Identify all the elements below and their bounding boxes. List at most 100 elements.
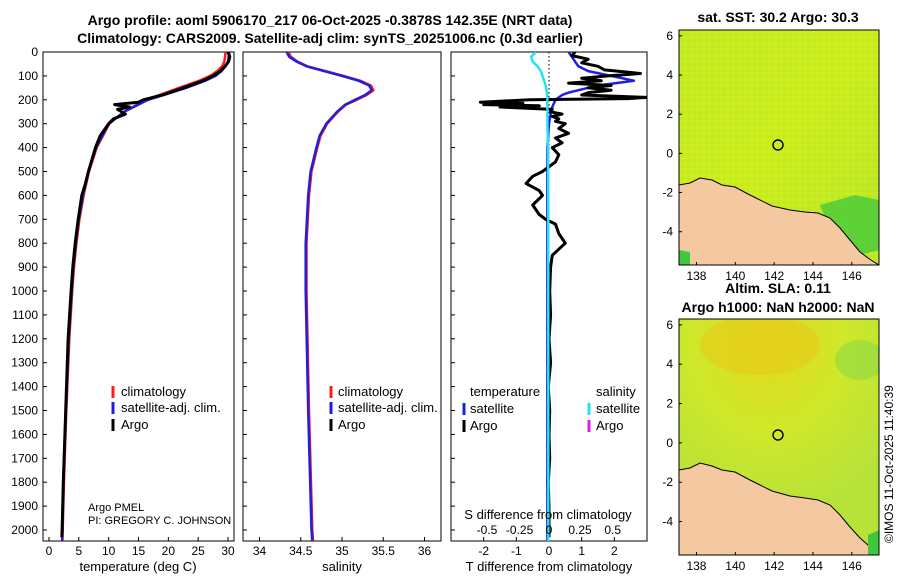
title-line-2: Climatology: CARS2009. Satellite-adj cli…	[77, 30, 583, 46]
depth-tick-label: 700	[18, 212, 38, 226]
map-y-tick-label: 4	[666, 357, 673, 371]
salinity-y-ticks	[243, 51, 247, 531]
s-difference-tick-label: -0.5	[477, 523, 498, 537]
series-line-climatology	[287, 52, 375, 541]
difference-y-ticks	[451, 51, 455, 531]
legend-title-salinity: salinity	[596, 384, 636, 399]
land-bottom-left-strip	[679, 250, 690, 265]
x-tick-label: 30	[221, 544, 235, 558]
map-x-tick-label: 142	[764, 559, 784, 573]
x-tick-label: 25	[192, 544, 206, 558]
s-difference-ticks: -0.5 -0.25 0 0.25 0.5	[477, 523, 622, 537]
legend-label-satellite-s: satellite	[596, 401, 640, 416]
depth-tick-label: 500	[18, 165, 38, 179]
depth-tick-label: 1600	[11, 427, 38, 441]
x-tick-label: 35.5	[372, 544, 396, 558]
series-line-satellite-adj-clim-	[60, 52, 231, 541]
depth-tick-label: 200	[18, 93, 38, 107]
difference-legend: temperature satellite Argo salinity sate…	[462, 384, 640, 433]
depth-tick-label: 100	[18, 69, 38, 83]
map-y-tick-label: 0	[666, 436, 673, 450]
title-line-1: Argo profile: aoml 5906170_217 06-Oct-20…	[88, 12, 573, 28]
depth-tick-label: 400	[18, 141, 38, 155]
s-difference-label: S difference from climatology	[464, 507, 632, 522]
sla-high-patch	[700, 319, 820, 375]
sla-map-title-1: Altim. SLA: 0.11	[725, 280, 831, 296]
temperature-profiles	[60, 52, 232, 541]
imos-timestamp: ©IMOS 11-Oct-2025 11:40:39	[882, 385, 896, 543]
map-y-tick-label: -2	[662, 475, 673, 489]
sst-map-ticks: 138 140 142 144 146 6 4 2 0 -2 -4	[662, 29, 862, 283]
s-difference-tick-label: 0	[546, 523, 553, 537]
sla-map-ticks: 138 140 142 144 146 6 4 2 0 -2 -4	[662, 318, 862, 573]
map-y-tick-label: -2	[662, 186, 673, 200]
depth-tick-label: 1300	[11, 356, 38, 370]
salinity-axes-frame	[242, 51, 442, 542]
sst-map-title: sat. SST: 30.2 Argo: 30.3	[697, 9, 859, 25]
depth-tick-label: 300	[18, 117, 38, 131]
map-x-tick-label: 144	[803, 269, 823, 283]
x-tick-label: 2	[611, 544, 618, 558]
temperature-xlabel: temperature (deg C)	[79, 559, 196, 574]
salinity-profiles	[285, 52, 375, 541]
map-y-tick-label: 2	[666, 397, 673, 411]
x-tick-label: -2	[478, 544, 489, 558]
s-difference-tick-label: 0.5	[604, 523, 621, 537]
map-x-tick-label: 140	[725, 269, 745, 283]
land-green-edge	[868, 530, 879, 555]
temperature-panel: 0100200300400500600700800900100011001200…	[11, 45, 235, 574]
depth-tick-label: 1900	[11, 499, 38, 513]
depth-tick-label: 2000	[11, 523, 38, 537]
sla-map-title-2: Argo h1000: NaN h2000: NaN	[682, 299, 875, 315]
sla-map: Altim. SLA: 0.11 Argo h1000: NaN h2000: …	[662, 280, 880, 573]
legend-label-argo-t: Argo	[470, 418, 497, 433]
argo-float-marker	[772, 139, 784, 151]
legend-label-climatology: climatology	[121, 384, 187, 399]
depth-tick-label: 800	[18, 236, 38, 250]
salinity-legend: climatology satellite-adj. clim. Argo	[329, 384, 438, 432]
map-y-tick-label: 6	[666, 29, 673, 43]
x-tick-label: 0	[46, 544, 53, 558]
sst-warm-patch	[820, 195, 879, 255]
legend-label-satellite: satellite-adj. clim.	[121, 400, 221, 415]
x-tick-label: 35	[335, 544, 349, 558]
depth-tick-label: 1500	[11, 404, 38, 418]
x-tick-label: 5	[75, 544, 82, 558]
x-tick-label: 20	[162, 544, 176, 558]
x-tick-label: 15	[132, 544, 146, 558]
annotation-pi: PI: GREGORY C. JOHNSON	[88, 515, 231, 527]
legend-label-satellite: satellite-adj. clim.	[338, 400, 438, 415]
map-x-tick-label: 146	[842, 269, 862, 283]
depth-tick-label: 1200	[11, 332, 38, 346]
difference-panel: -2 -1 0 1 2 S difference from climatology -0…	[450, 51, 648, 574]
depth-tick-label: 1400	[11, 380, 38, 394]
map-x-tick-label: 142	[764, 269, 784, 283]
sst-map: sat. SST: 30.2 Argo: 30.3 138 140 142 144 14…	[662, 9, 880, 283]
depth-tick-label: 1800	[11, 475, 38, 489]
depth-tick-labels: 0 100 200 300 400 500 600 700 800 900 1000 1100 1200…	[11, 45, 47, 537]
depth-tick-label: 1700	[11, 451, 38, 465]
depth-tick-label: 1100	[12, 308, 38, 322]
land-new-guinea	[679, 177, 879, 265]
legend-label-climatology: climatology	[338, 384, 404, 399]
legend-label-argo-s: Argo	[596, 418, 623, 433]
x-tick-label: 34	[253, 544, 267, 558]
t-difference-xlabel: T difference from climatology	[466, 559, 633, 574]
sla-map-frame	[678, 318, 880, 556]
x-tick-label: 34.5	[289, 544, 313, 558]
x-tick-label: 0	[546, 544, 553, 558]
argo-float-marker	[772, 429, 784, 441]
series-line-climatology	[61, 52, 227, 541]
x-tick-label: -1	[511, 544, 522, 558]
salinity-x-ticks: 34 34.5 35 35.5 36	[253, 537, 431, 558]
legend-label-satellite-t: satellite	[470, 401, 514, 416]
s-difference-tick-label: 0.25	[568, 523, 592, 537]
salinity-xlabel: salinity	[322, 559, 362, 574]
temperature-x-ticks: 0 5 10 15 20 25 30	[46, 537, 235, 558]
map-x-tick-label: 146	[842, 559, 862, 573]
map-y-tick-label: 2	[666, 107, 673, 121]
map-y-tick-label: 4	[666, 68, 673, 82]
x-tick-label: 1	[578, 544, 585, 558]
legend-label-argo: Argo	[121, 417, 148, 432]
